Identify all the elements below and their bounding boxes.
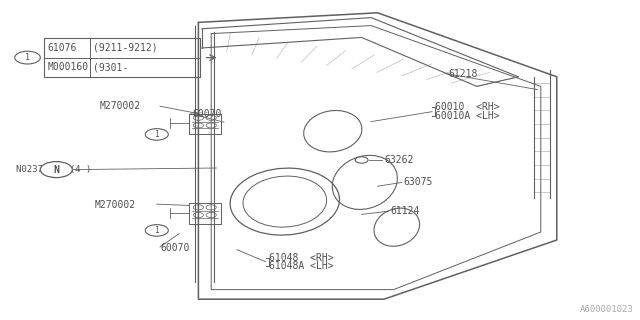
Text: 61048A <LH>: 61048A <LH>: [269, 261, 333, 271]
Circle shape: [15, 51, 40, 64]
Circle shape: [145, 225, 168, 236]
Text: A600001023: A600001023: [580, 305, 634, 314]
Text: 60010  <RH>: 60010 <RH>: [435, 102, 500, 112]
Text: 61124: 61124: [390, 206, 420, 216]
Text: 60070: 60070: [192, 108, 221, 119]
Text: 1: 1: [25, 53, 30, 62]
Text: N: N: [53, 164, 60, 175]
Text: 1: 1: [154, 226, 159, 235]
Text: 60010A <LH>: 60010A <LH>: [435, 111, 500, 121]
Circle shape: [193, 205, 204, 210]
Text: 63075: 63075: [403, 177, 433, 188]
Text: M000160: M000160: [47, 62, 88, 72]
Circle shape: [193, 115, 204, 120]
Text: M270002: M270002: [99, 100, 140, 111]
Circle shape: [206, 123, 216, 128]
Text: 60070: 60070: [160, 243, 189, 253]
Text: 61076: 61076: [47, 43, 77, 53]
Text: 1: 1: [154, 130, 159, 139]
Text: 61218: 61218: [448, 68, 477, 79]
Circle shape: [193, 123, 204, 128]
Text: 63262: 63262: [384, 155, 413, 165]
Text: M270002: M270002: [95, 200, 136, 210]
Text: (9301-: (9301-: [93, 62, 128, 72]
Circle shape: [355, 157, 368, 163]
Circle shape: [206, 115, 216, 120]
Circle shape: [40, 162, 72, 178]
Text: (9211-9212): (9211-9212): [93, 43, 157, 53]
Text: N023706000(4 ): N023706000(4 ): [16, 165, 92, 174]
Circle shape: [206, 205, 216, 210]
Circle shape: [145, 129, 168, 140]
Circle shape: [193, 212, 204, 218]
Circle shape: [206, 212, 216, 218]
Text: 61048  <RH>: 61048 <RH>: [269, 252, 333, 263]
FancyBboxPatch shape: [44, 38, 200, 77]
